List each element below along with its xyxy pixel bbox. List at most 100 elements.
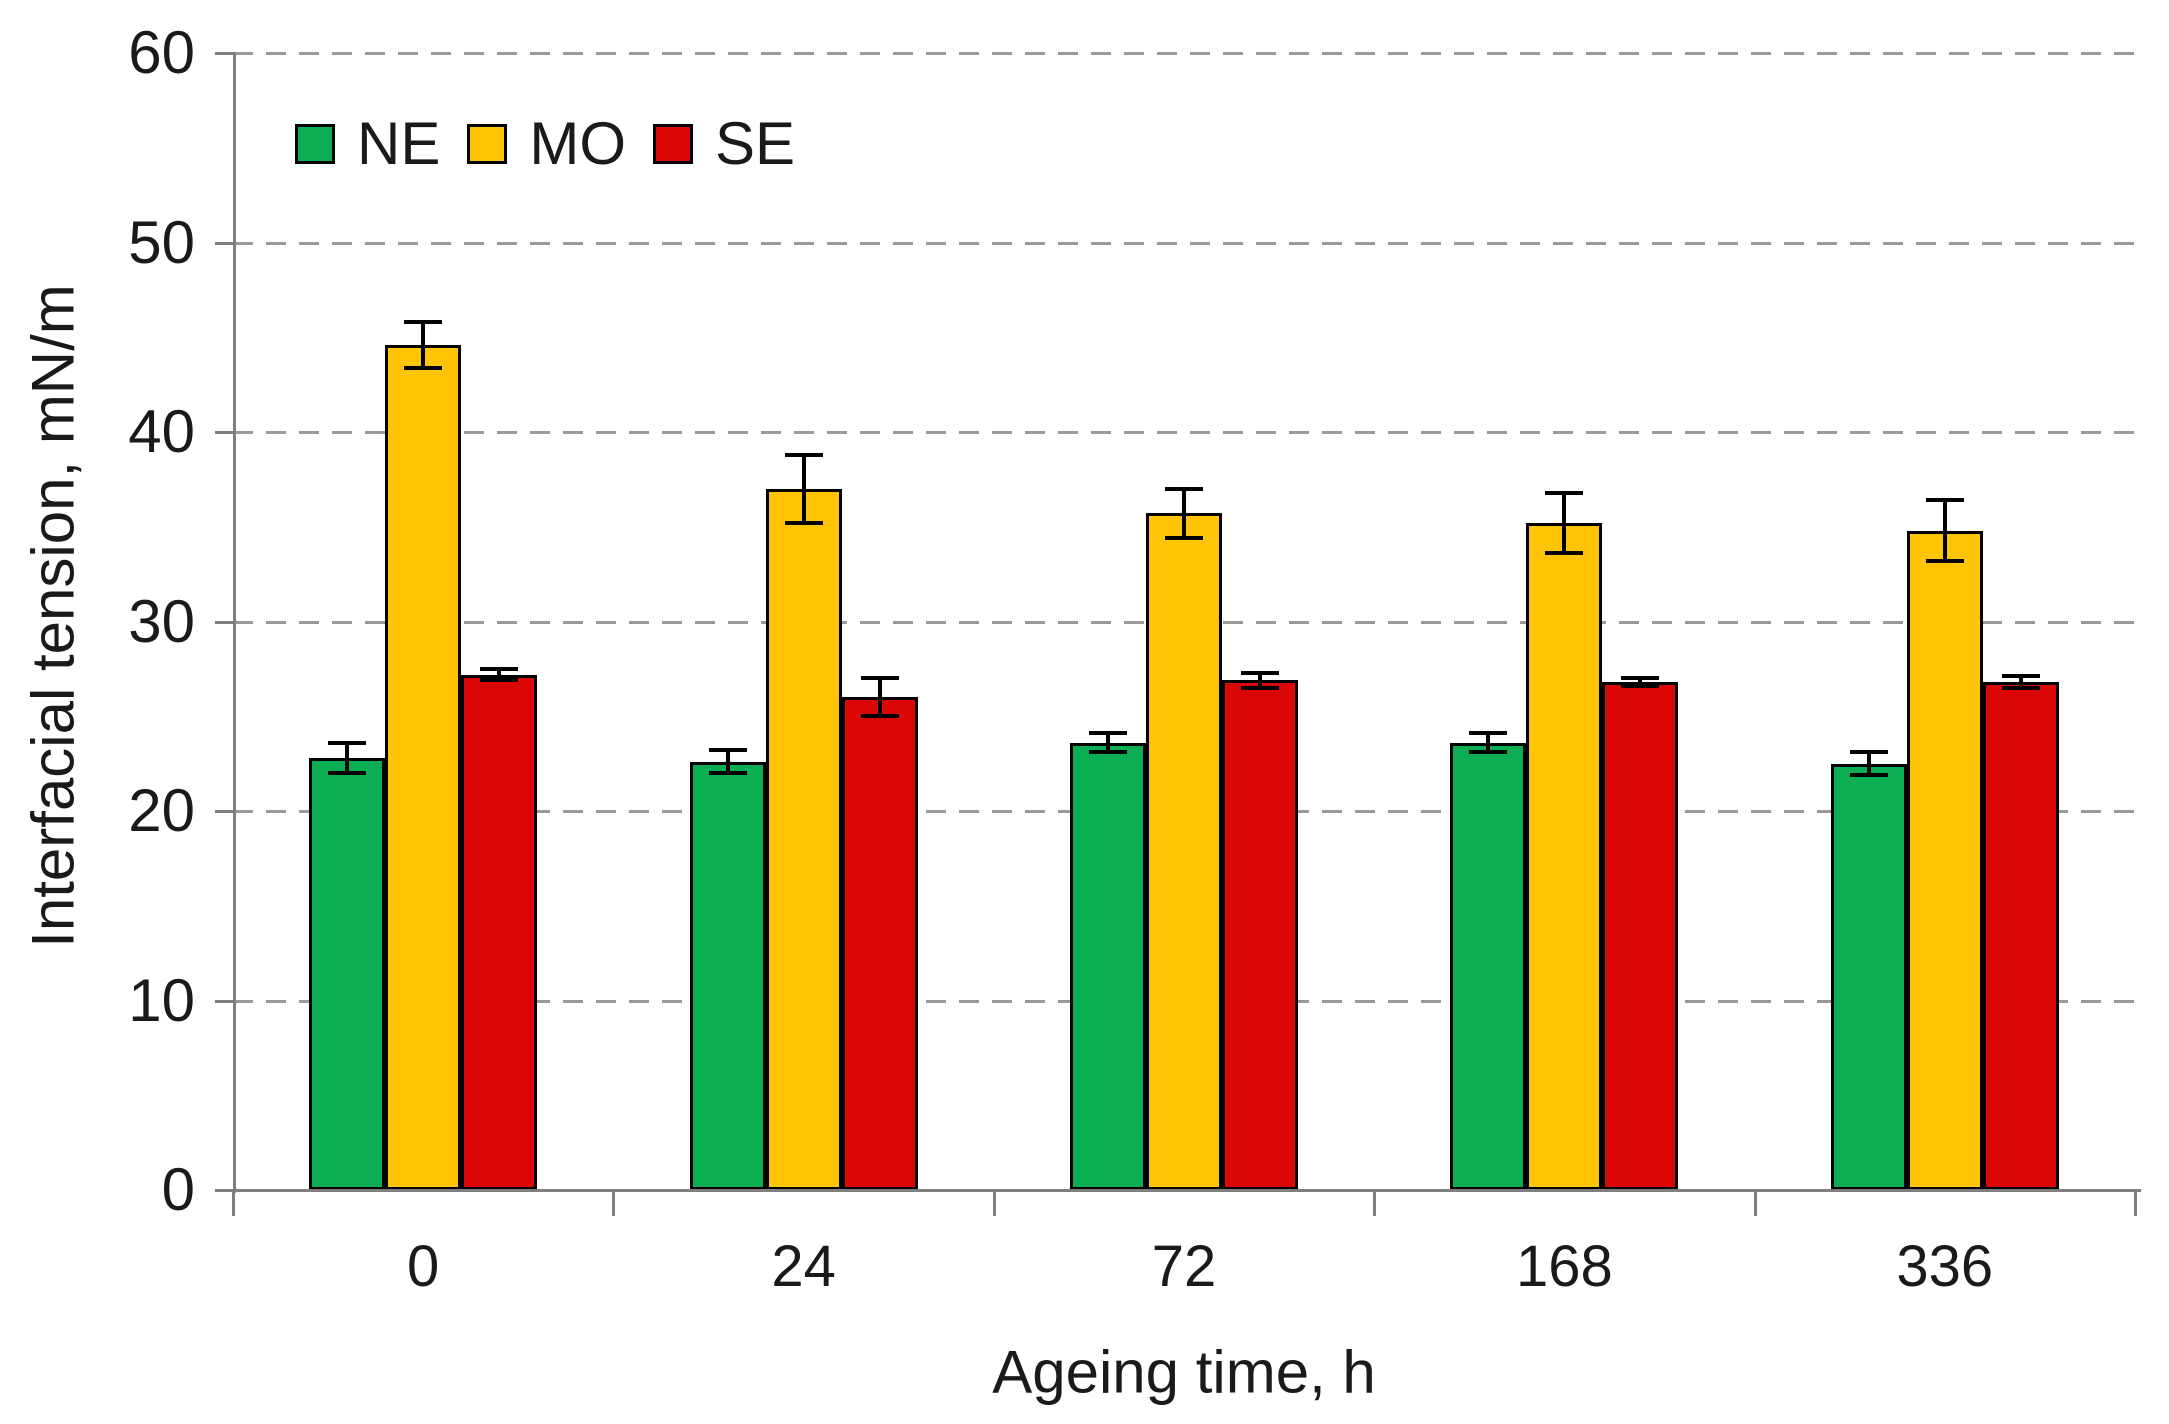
error-bar-cap-bottom xyxy=(1545,551,1584,556)
y-tick-label: 10 xyxy=(128,966,195,1034)
error-bar-cap-top xyxy=(708,748,747,753)
x-tick-label: 72 xyxy=(1151,1234,1217,1299)
bar-SE-24 xyxy=(841,697,918,1190)
y-axis-tick xyxy=(215,999,236,1003)
error-bar-cap-bottom xyxy=(784,520,823,525)
error-bar-NE-336 xyxy=(1866,752,1871,775)
error-bar-NE-72 xyxy=(1106,733,1110,753)
error-bar-cap-bottom xyxy=(1241,685,1279,690)
error-bar-cap-bottom xyxy=(328,771,367,776)
y-axis-tick xyxy=(215,1189,236,1192)
error-bar-cap-top xyxy=(2001,674,2040,679)
x-tick-label: 336 xyxy=(1896,1234,1994,1299)
error-bar-SE-168 xyxy=(1638,678,1643,686)
error-bar-cap-bottom xyxy=(860,714,899,719)
error-bar-MO-168 xyxy=(1562,492,1567,554)
legend-item-SE: SE xyxy=(653,110,796,177)
error-bar-cap-bottom xyxy=(404,365,443,370)
x-tick-label: 24 xyxy=(771,1234,836,1299)
gridline-60 xyxy=(233,52,2135,55)
error-bar-cap-bottom xyxy=(1621,683,1660,688)
y-tick-label: 30 xyxy=(128,587,195,655)
error-bar-MO-0 xyxy=(421,322,426,368)
error-bar-cap-top xyxy=(404,320,443,325)
legend-item-NE: NE xyxy=(295,110,441,177)
y-tick-label: 0 xyxy=(161,1156,195,1223)
bar-MO-72 xyxy=(1146,513,1222,1190)
x-axis-tick xyxy=(1373,1190,1377,1216)
error-bar-cap-bottom xyxy=(1849,772,1888,777)
x-axis-line xyxy=(215,1189,2141,1192)
x-tick-label: 0 xyxy=(407,1234,440,1299)
error-bar-cap-top xyxy=(1469,731,1508,736)
bar-MO-336 xyxy=(1906,530,1983,1190)
legend-swatch-SE xyxy=(653,124,694,164)
legend-item-MO: MO xyxy=(467,110,627,177)
error-bar-cap-top xyxy=(1165,486,1203,491)
error-bar-SE-72 xyxy=(1258,672,1262,688)
legend-label-MO: MO xyxy=(529,110,627,177)
error-bar-cap-bottom xyxy=(480,678,519,683)
bar-MO-168 xyxy=(1526,522,1603,1190)
bar-NE-0 xyxy=(309,757,386,1190)
y-axis-tick xyxy=(215,810,236,813)
error-bar-NE-24 xyxy=(725,750,730,774)
gridline-40 xyxy=(233,431,2135,434)
error-bar-cap-bottom xyxy=(1089,750,1127,755)
bar-NE-336 xyxy=(1830,763,1907,1190)
y-axis-tick xyxy=(215,620,236,624)
y-axis-tick xyxy=(215,241,236,245)
error-bar-cap-bottom xyxy=(2001,685,2040,690)
error-bar-MO-72 xyxy=(1182,488,1186,539)
legend-label-NE: NE xyxy=(357,110,441,177)
y-tick-label: 20 xyxy=(128,777,195,844)
bar-MO-24 xyxy=(765,488,842,1190)
x-axis-tick xyxy=(2134,1190,2137,1216)
error-bar-SE-336 xyxy=(2018,676,2023,688)
error-bar-cap-bottom xyxy=(1469,750,1508,755)
error-bar-cap-top xyxy=(1849,750,1888,755)
error-bar-MO-24 xyxy=(801,454,806,523)
x-tick-label: 168 xyxy=(1516,1234,1613,1299)
x-axis-tick xyxy=(1753,1190,1757,1216)
error-bar-cap-top xyxy=(784,452,823,457)
gridline-50 xyxy=(233,241,2135,245)
bar-NE-168 xyxy=(1450,742,1527,1190)
bar-SE-336 xyxy=(1982,682,2059,1190)
legend-swatch-NE xyxy=(295,124,335,164)
x-axis-tick xyxy=(232,1190,235,1216)
bar-SE-168 xyxy=(1602,682,1679,1190)
bar-SE-72 xyxy=(1222,680,1298,1190)
x-axis-tick xyxy=(612,1190,616,1216)
y-tick-label: 60 xyxy=(128,19,195,86)
error-bar-cap-top xyxy=(1925,498,1964,503)
y-tick-label: 40 xyxy=(128,398,195,465)
bar-SE-0 xyxy=(461,674,538,1190)
error-bar-cap-bottom xyxy=(1925,558,1964,563)
legend-swatch-MO xyxy=(467,124,508,164)
legend: NE MO SE xyxy=(295,110,796,177)
bar-NE-72 xyxy=(1070,742,1146,1190)
error-bar-cap-top xyxy=(860,676,899,681)
bar-NE-24 xyxy=(689,761,766,1190)
error-bar-cap-top xyxy=(1621,676,1660,681)
x-axis-tick xyxy=(992,1190,996,1216)
error-bar-SE-0 xyxy=(497,668,502,681)
error-bar-cap-top xyxy=(1545,490,1584,495)
bar-MO-0 xyxy=(385,344,462,1190)
x-axis-title: Ageing time, h xyxy=(992,1338,1376,1406)
y-axis-tick xyxy=(215,431,236,434)
error-bar-cap-top xyxy=(480,666,519,671)
error-bar-cap-top xyxy=(328,740,367,745)
error-bar-SE-24 xyxy=(877,678,882,717)
error-bar-NE-0 xyxy=(345,742,350,774)
error-bar-MO-336 xyxy=(1942,500,1947,561)
legend-label-SE: SE xyxy=(715,110,796,177)
error-bar-cap-top xyxy=(1241,670,1279,675)
y-tick-label: 50 xyxy=(128,208,195,276)
error-bar-cap-top xyxy=(1089,731,1127,736)
error-bar-NE-168 xyxy=(1486,733,1491,753)
error-bar-cap-bottom xyxy=(708,771,747,776)
y-axis-tick xyxy=(215,52,236,55)
